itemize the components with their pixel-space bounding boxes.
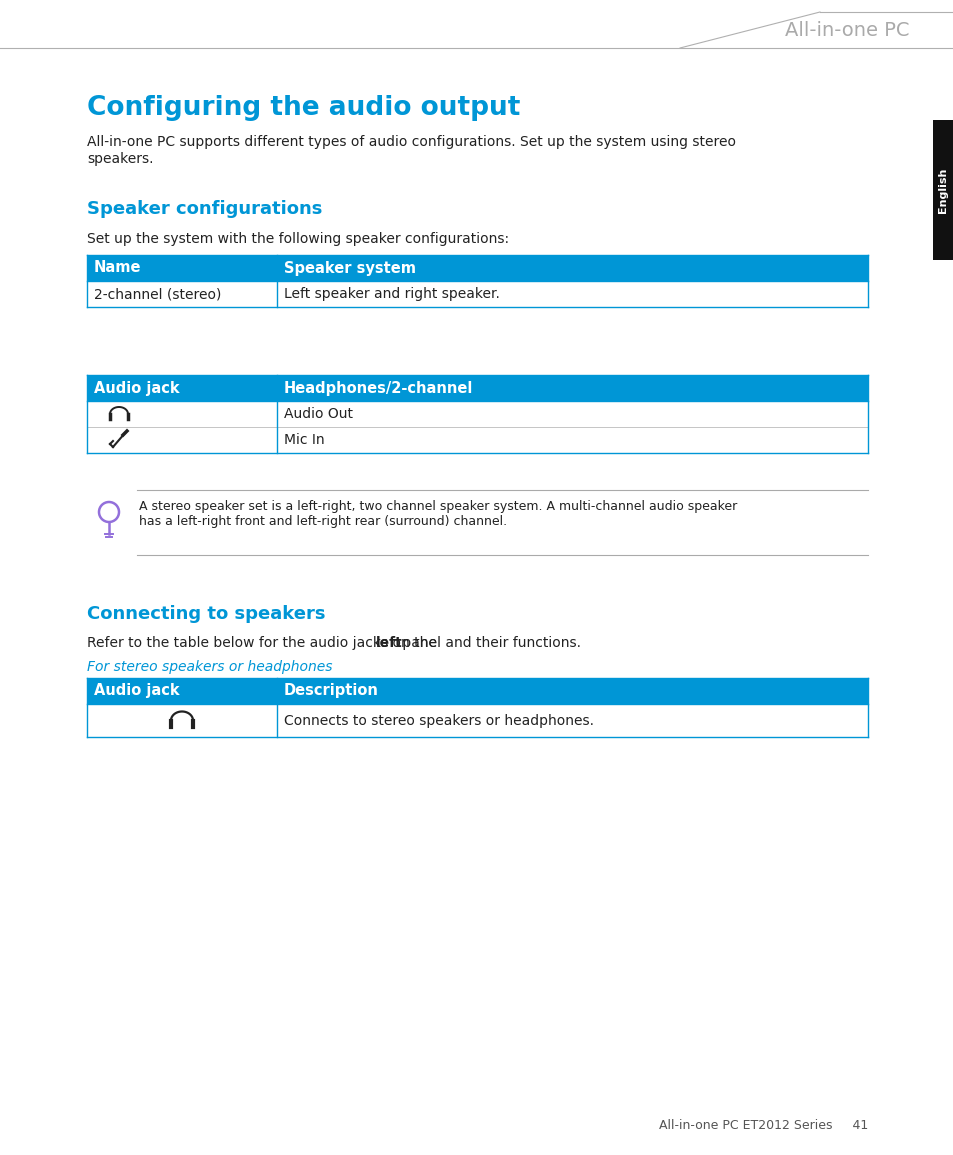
Text: All-in-one PC ET2012 Series     41: All-in-one PC ET2012 Series 41 [659, 1119, 867, 1132]
Bar [87, 255, 867, 281]
Text: English: English [937, 167, 947, 213]
Bar [932, 120, 953, 260]
Text: Description: Description [284, 684, 378, 699]
Text: Headphones/2-channel: Headphones/2-channel [284, 380, 473, 395]
Bar [87, 281, 867, 307]
Text: Speaker system: Speaker system [284, 261, 416, 276]
Text: Configuring the audio output: Configuring the audio output [87, 95, 519, 121]
Text: A stereo speaker set is a left-right, two channel speaker system. A multi-channe: A stereo speaker set is a left-right, tw… [139, 500, 737, 513]
Text: panel and their functions.: panel and their functions. [397, 636, 580, 650]
Text: speakers.: speakers. [87, 152, 153, 166]
Text: Audio Out: Audio Out [284, 407, 353, 422]
Text: All-in-one PC: All-in-one PC [784, 21, 909, 39]
Text: Speaker configurations: Speaker configurations [87, 200, 322, 218]
Text: Audio jack: Audio jack [94, 380, 179, 395]
Text: Refer to the table below for the audio jacks on the: Refer to the table below for the audio j… [87, 636, 441, 650]
Text: Connecting to speakers: Connecting to speakers [87, 605, 325, 623]
Bar [87, 678, 867, 705]
Text: Audio jack: Audio jack [94, 684, 179, 699]
Bar [87, 705, 867, 737]
Text: has a left-right front and left-right rear (surround) channel.: has a left-right front and left-right re… [139, 515, 507, 528]
Text: Name: Name [94, 261, 141, 276]
Bar [87, 427, 867, 453]
Text: For stereo speakers or headphones: For stereo speakers or headphones [87, 660, 333, 675]
Text: 2-channel (stereo): 2-channel (stereo) [94, 286, 221, 301]
Text: Mic In: Mic In [284, 433, 324, 447]
Text: Connects to stereo speakers or headphones.: Connects to stereo speakers or headphone… [284, 714, 594, 728]
Text: Set up the system with the following speaker configurations:: Set up the system with the following spe… [87, 232, 509, 246]
Bar [87, 401, 867, 427]
Bar [87, 375, 867, 401]
Text: All-in-one PC supports different types of audio configurations. Set up the syste: All-in-one PC supports different types o… [87, 135, 735, 149]
Text: left: left [375, 636, 402, 650]
Text: Left speaker and right speaker.: Left speaker and right speaker. [284, 286, 499, 301]
